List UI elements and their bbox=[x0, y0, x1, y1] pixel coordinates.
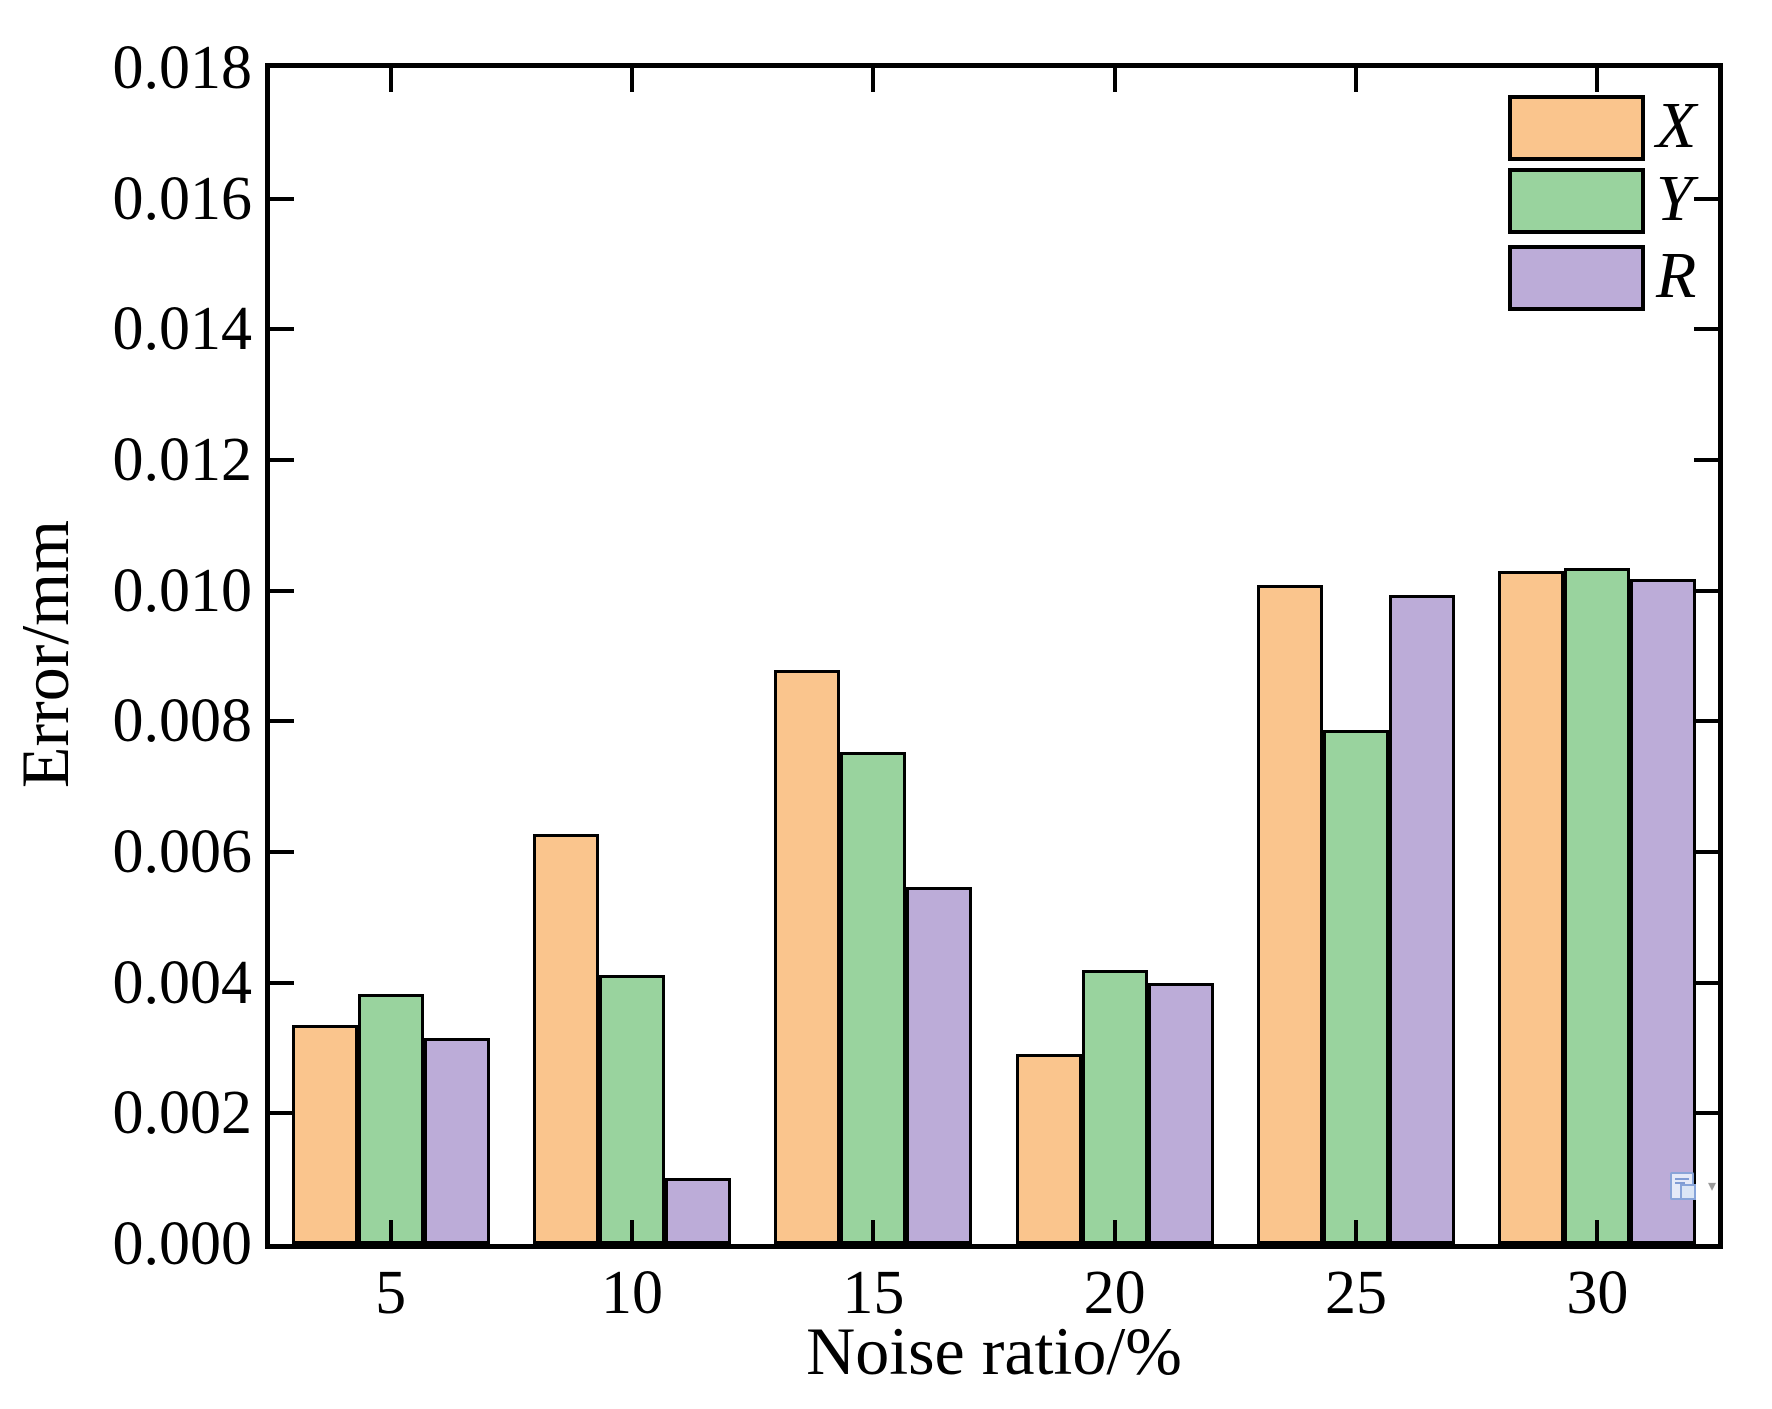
y-tick-mark-left bbox=[270, 327, 294, 332]
x-tick-mark-top bbox=[1112, 68, 1117, 92]
chevron-down-icon[interactable]: ▾ bbox=[1708, 1176, 1717, 1195]
legend-swatch-y bbox=[1508, 168, 1645, 234]
bar-y-noise20 bbox=[1081, 969, 1148, 1244]
bar-x-noise20 bbox=[1015, 1053, 1082, 1244]
x-axis-title: Noise ratio/% bbox=[806, 1313, 1182, 1389]
x-tick-label: 10 bbox=[601, 1259, 663, 1327]
y-tick-mark-right bbox=[1694, 980, 1718, 985]
y-tick-mark-left bbox=[270, 850, 294, 854]
x-tick-mark-top bbox=[1595, 68, 1600, 92]
y-tick-mark-right bbox=[1694, 850, 1718, 854]
y-tick-label: 0.016 bbox=[112, 164, 253, 233]
bar-r-noise5 bbox=[423, 1037, 490, 1244]
paste-options-button[interactable]: ▾ bbox=[1670, 1172, 1726, 1206]
y-tick-mark-right bbox=[1694, 1111, 1718, 1116]
y-tick-mark-left bbox=[270, 588, 294, 593]
x-tick-mark-bottom bbox=[388, 1220, 393, 1244]
y-tick-label: 0.010 bbox=[112, 556, 253, 625]
bar-r-noise25 bbox=[1389, 595, 1455, 1244]
legend-label-r: R bbox=[1656, 239, 1697, 312]
bar-r-noise15 bbox=[906, 886, 973, 1244]
y-tick-label: 0.000 bbox=[112, 1210, 253, 1278]
bar-y-noise15 bbox=[840, 752, 907, 1244]
bar-r-noise30 bbox=[1630, 578, 1697, 1244]
bar-y-noise5 bbox=[357, 993, 424, 1244]
y-tick-label: 0.018 bbox=[112, 34, 253, 102]
bar-x-noise15 bbox=[774, 670, 841, 1244]
bar-y-noise25 bbox=[1323, 730, 1389, 1244]
bar-x-noise25 bbox=[1257, 585, 1323, 1244]
legend-swatch-x bbox=[1508, 95, 1645, 161]
x-tick-mark-bottom bbox=[1354, 1220, 1358, 1244]
x-tick-mark-top bbox=[871, 68, 876, 92]
x-tick-mark-bottom bbox=[1595, 1220, 1600, 1244]
plot-area bbox=[265, 63, 1723, 1249]
y-tick-mark-right bbox=[1694, 458, 1718, 462]
x-tick-mark-top bbox=[1354, 68, 1358, 92]
legend-label-x: X bbox=[1656, 89, 1697, 162]
x-tick-label: 25 bbox=[1325, 1259, 1387, 1327]
y-tick-mark-right bbox=[1694, 196, 1718, 201]
x-tick-label: 15 bbox=[842, 1259, 905, 1327]
bar-y-noise10 bbox=[599, 974, 665, 1244]
y-tick-mark-right bbox=[1694, 327, 1718, 332]
y-tick-mark-left bbox=[270, 196, 294, 201]
y-tick-mark-left bbox=[270, 1111, 294, 1116]
y-tick-mark-right bbox=[1694, 719, 1718, 724]
y-tick-mark-right bbox=[1694, 588, 1718, 593]
bar-r-noise20 bbox=[1147, 983, 1214, 1244]
x-tick-mark-top bbox=[388, 68, 393, 92]
x-tick-mark-top bbox=[630, 68, 634, 92]
legend-label-y: Y bbox=[1656, 162, 1693, 235]
bar-x-noise30 bbox=[1498, 571, 1565, 1244]
legend-swatch-r bbox=[1508, 245, 1645, 311]
y-tick-label: 0.004 bbox=[112, 948, 253, 1017]
bar-x-noise10 bbox=[533, 834, 599, 1244]
y-tick-label: 0.006 bbox=[112, 818, 253, 886]
bar-x-noise5 bbox=[291, 1025, 358, 1244]
bar-y-noise30 bbox=[1564, 567, 1631, 1244]
x-tick-label: 20 bbox=[1083, 1259, 1146, 1327]
y-tick-label: 0.012 bbox=[112, 426, 253, 494]
x-tick-label: 5 bbox=[375, 1259, 407, 1327]
y-tick-label: 0.002 bbox=[112, 1079, 253, 1148]
x-tick-label: 30 bbox=[1566, 1259, 1629, 1327]
bar-r-noise10 bbox=[665, 1178, 731, 1244]
y-axis-title: Error/mm bbox=[7, 519, 83, 789]
x-tick-mark-bottom bbox=[630, 1220, 634, 1244]
y-tick-label: 0.008 bbox=[112, 687, 253, 756]
y-tick-label: 0.014 bbox=[112, 295, 253, 364]
paste-doc-icon bbox=[1680, 1184, 1696, 1200]
x-tick-mark-bottom bbox=[1112, 1220, 1117, 1244]
y-tick-mark-left bbox=[270, 458, 294, 462]
y-tick-mark-left bbox=[270, 980, 294, 985]
y-tick-mark-left bbox=[270, 719, 294, 724]
x-tick-mark-bottom bbox=[871, 1220, 876, 1244]
